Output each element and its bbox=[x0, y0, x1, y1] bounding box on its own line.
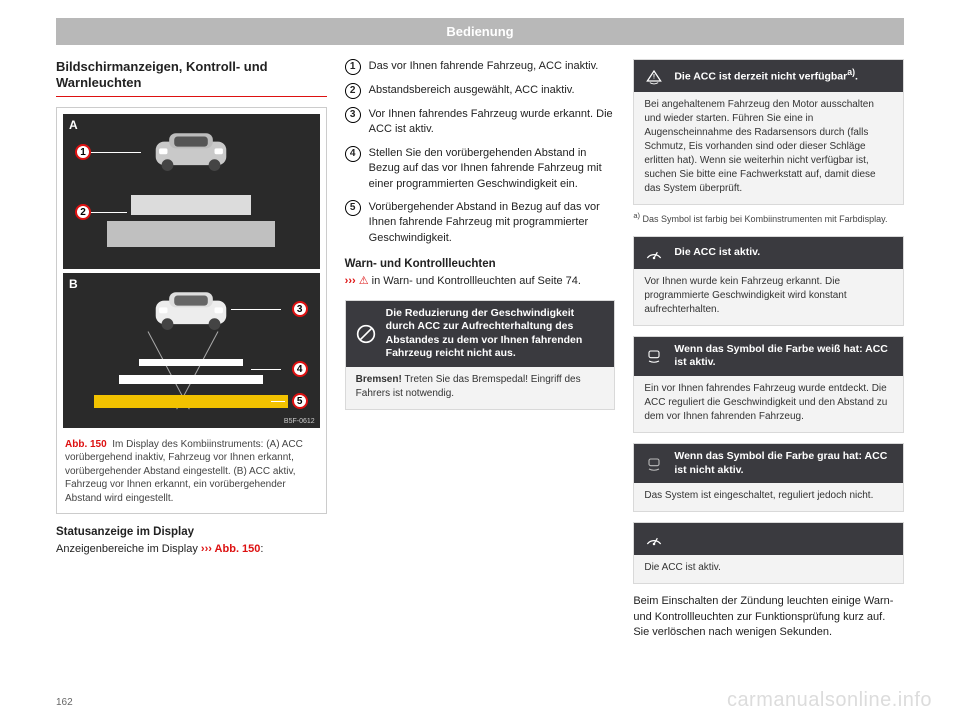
info-box-unavailable: ! Die ACC ist derzeit nicht verfügbara).… bbox=[633, 59, 904, 205]
diagram-b-bar-3 bbox=[94, 395, 288, 408]
callout-4: 4 bbox=[292, 361, 308, 377]
leader-line bbox=[231, 309, 281, 310]
item-text: Vor Ihnen fahrendes Fahrzeug wurde erkan… bbox=[369, 107, 616, 138]
info-box-body: Das System ist eingeschaltet, reguliert … bbox=[634, 483, 903, 511]
section-title: Bildschirmanzeigen, Kontroll- und Warnle… bbox=[56, 59, 327, 92]
page-header: Bedienung bbox=[56, 18, 904, 45]
list-item: 3 Vor Ihnen fahrendes Fahrzeug wurde erka… bbox=[345, 107, 616, 138]
warning-box-header: Die Reduzierung der Geschwindigkeit durc… bbox=[346, 301, 615, 368]
item-number: 5 bbox=[345, 200, 361, 216]
car-silhouette bbox=[149, 287, 233, 331]
info-box-active-simple: Die ACC ist aktiv. bbox=[633, 522, 904, 584]
info-box-active: Die ACC ist aktiv. Vor Ihnen wurde kein … bbox=[633, 236, 904, 326]
diagram-a: A 1 2 bbox=[63, 114, 320, 269]
list-item: 4 Stellen Sie den vorübergehenden Abstand… bbox=[345, 146, 616, 192]
speedometer-icon bbox=[644, 529, 664, 549]
column-1: Bildschirmanzeigen, Kontroll- und Warnle… bbox=[56, 59, 327, 640]
diagram-a-band-1 bbox=[131, 195, 251, 215]
figure-caption-ref: Abb. 150 bbox=[65, 439, 107, 450]
info-box-body: Bei angehaltenem Fahrzeug den Motor auss… bbox=[634, 92, 903, 204]
list-item: 5 Vorübergehender Abstand in Bezug auf da… bbox=[345, 200, 616, 246]
info-box-title: Die ACC ist derzeit nicht verfügbara). bbox=[674, 67, 858, 84]
cross-ref: ››› Abb. 150 bbox=[201, 543, 261, 555]
info-box-title: Wenn das Symbol die Farbe weiß hat: ACC … bbox=[674, 343, 893, 370]
diagram-b-bar-1 bbox=[139, 359, 243, 366]
cross-ref-text: in Warn- und Kontrollleuchten auf Seite … bbox=[369, 275, 581, 287]
warning-box-title: Die Reduzierung der Geschwindigkeit durc… bbox=[386, 307, 605, 362]
subhead-warn: Warn- und Kontrollleuchten bbox=[345, 258, 616, 270]
figure-label-a: A bbox=[69, 118, 78, 132]
cross-ref-arrow: ››› bbox=[345, 275, 359, 287]
warning-strong: Bremsen! bbox=[356, 374, 402, 385]
diagram-a-band-2 bbox=[107, 221, 275, 247]
item-number: 1 bbox=[345, 59, 361, 75]
info-box-body: Ein vor Ihnen fahrendes Fahrzeug wurde e… bbox=[634, 376, 903, 432]
numbered-list: 1 Das vor Ihnen fahrende Fahrzeug, ACC in… bbox=[345, 59, 616, 246]
callout-5: 5 bbox=[292, 393, 308, 409]
info-box-white: Wenn das Symbol die Farbe weiß hat: ACC … bbox=[633, 336, 904, 433]
title-underline bbox=[56, 96, 327, 97]
figure-code: B5F-0612 bbox=[284, 418, 315, 425]
no-entry-icon bbox=[356, 324, 376, 344]
list-item: 2 Abstandsbereich ausgewählt, ACC inaktiv… bbox=[345, 83, 616, 99]
warning-box-brake: Die Reduzierung der Geschwindigkeit durc… bbox=[345, 300, 616, 411]
diagram-b-bar-2 bbox=[119, 375, 263, 384]
info-box-title: Die ACC ist aktiv. bbox=[674, 246, 760, 260]
warning-box-body: Bremsen! Treten Sie das Bremspedal! Eing… bbox=[346, 367, 615, 409]
info-box-header: ! Die ACC ist derzeit nicht verfügbara). bbox=[634, 60, 903, 92]
closing-paragraph: Beim Einschalten der Zündung leuchten ei… bbox=[633, 594, 904, 640]
speedometer-icon bbox=[644, 243, 664, 263]
diagram-b: B 3 bbox=[63, 273, 320, 428]
watermark: carmanualsonline.info bbox=[727, 689, 932, 712]
callout-2: 2 bbox=[75, 204, 91, 220]
item-text: Vorübergehender Abstand in Bezug auf das… bbox=[369, 200, 616, 246]
list-item: 1 Das vor Ihnen fahrende Fahrzeug, ACC in… bbox=[345, 59, 616, 75]
item-text: Stellen Sie den vorübergehenden Abstand … bbox=[369, 146, 616, 192]
info-box-header: Wenn das Symbol die Farbe weiß hat: ACC … bbox=[634, 337, 903, 376]
footnote: a) Das Symbol ist farbig bei Kombiinstru… bbox=[633, 211, 904, 226]
car-silhouette bbox=[149, 128, 233, 172]
item-text: Das vor Ihnen fahrende Fahrzeug, ACC ina… bbox=[369, 59, 599, 75]
warn-ref: ››› ⚠ in Warn- und Kontrollleuchten auf … bbox=[345, 274, 616, 289]
acc-car-icon bbox=[644, 454, 664, 474]
leader-line bbox=[271, 401, 285, 402]
info-box-header: Wenn das Symbol die Farbe grau hat: ACC … bbox=[634, 444, 903, 483]
callout-3: 3 bbox=[292, 301, 308, 317]
figure-box: A 1 2 bbox=[56, 107, 327, 515]
info-box-body: Die ACC ist aktiv. bbox=[634, 555, 903, 583]
info-box-gray: Wenn das Symbol die Farbe grau hat: ACC … bbox=[633, 443, 904, 512]
leader-line bbox=[251, 369, 281, 370]
item-text: Abstandsbereich ausgewählt, ACC inaktiv. bbox=[369, 83, 575, 99]
info-box-body: Vor Ihnen wurde kein Fahrzeug erkannt. D… bbox=[634, 269, 903, 325]
page-number: 162 bbox=[56, 697, 73, 708]
info-box-header bbox=[634, 523, 903, 555]
item-number: 2 bbox=[345, 83, 361, 99]
bodytext-status: Anzeigenbereiche im Display ››› Abb. 150… bbox=[56, 542, 327, 557]
leader-line bbox=[91, 212, 127, 213]
acc-car-icon bbox=[644, 346, 664, 366]
page-body: Bildschirmanzeigen, Kontroll- und Warnle… bbox=[0, 45, 960, 640]
callout-1: 1 bbox=[75, 144, 91, 160]
svg-text:!: ! bbox=[653, 74, 655, 81]
leader-line bbox=[91, 152, 141, 153]
item-number: 4 bbox=[345, 146, 361, 162]
info-box-title: Wenn das Symbol die Farbe grau hat: ACC … bbox=[674, 450, 893, 477]
warning-triangle-icon: ⚠ bbox=[359, 275, 369, 287]
subhead-status: Statusanzeige im Display bbox=[56, 526, 327, 538]
acc-warning-icon: ! bbox=[644, 66, 664, 86]
info-box-header: Die ACC ist aktiv. bbox=[634, 237, 903, 269]
column-2: 1 Das vor Ihnen fahrende Fahrzeug, ACC in… bbox=[345, 59, 616, 640]
figure-label-b: B bbox=[69, 277, 78, 291]
figure-caption: Abb. 150 Im Display des Kombiinstruments… bbox=[63, 432, 320, 508]
item-number: 3 bbox=[345, 107, 361, 123]
column-3: ! Die ACC ist derzeit nicht verfügbara).… bbox=[633, 59, 904, 640]
